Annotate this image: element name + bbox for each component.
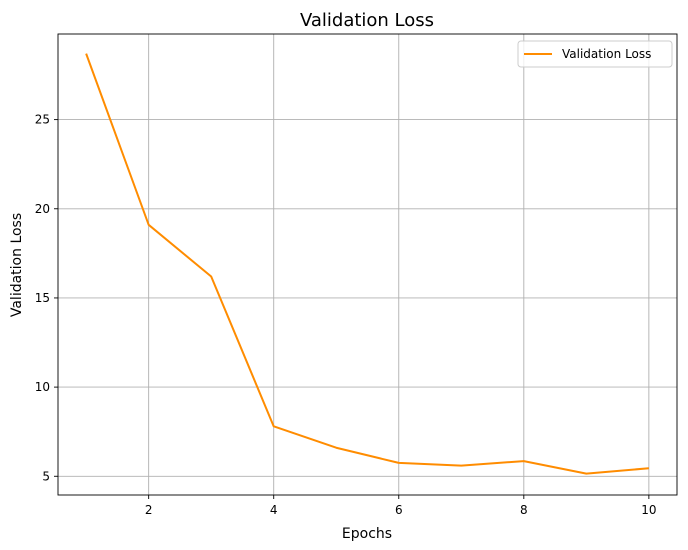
y-tick-label: 15 — [35, 291, 50, 305]
x-tick-label: 4 — [270, 503, 278, 517]
y-axis-label: Validation Loss — [9, 213, 25, 317]
legend: Validation Loss — [517, 40, 673, 68]
series-line-validation-loss — [85, 53, 649, 475]
chart-title: Validation Loss — [300, 10, 434, 31]
x-tick-label: 6 — [395, 503, 403, 517]
x-axis-label: Epochs — [342, 526, 392, 542]
legend-label-validation-loss: Validation Loss — [562, 47, 651, 61]
y-tick-label: 25 — [35, 113, 50, 127]
x-tick-label: 8 — [520, 503, 528, 517]
grid-lines — [58, 34, 677, 495]
x-tick-label: 10 — [641, 503, 656, 517]
series-layer — [85, 53, 649, 475]
y-tick-label: 5 — [42, 469, 50, 483]
plot-frame — [57, 33, 678, 496]
axis-ticks: 2 4 6 8 10 5 10 15 20 25 — [35, 113, 657, 517]
y-tick-label: 10 — [35, 380, 50, 394]
legend-box — [517, 40, 673, 68]
x-tick-label: 2 — [145, 503, 153, 517]
y-tick-label: 20 — [35, 202, 50, 216]
